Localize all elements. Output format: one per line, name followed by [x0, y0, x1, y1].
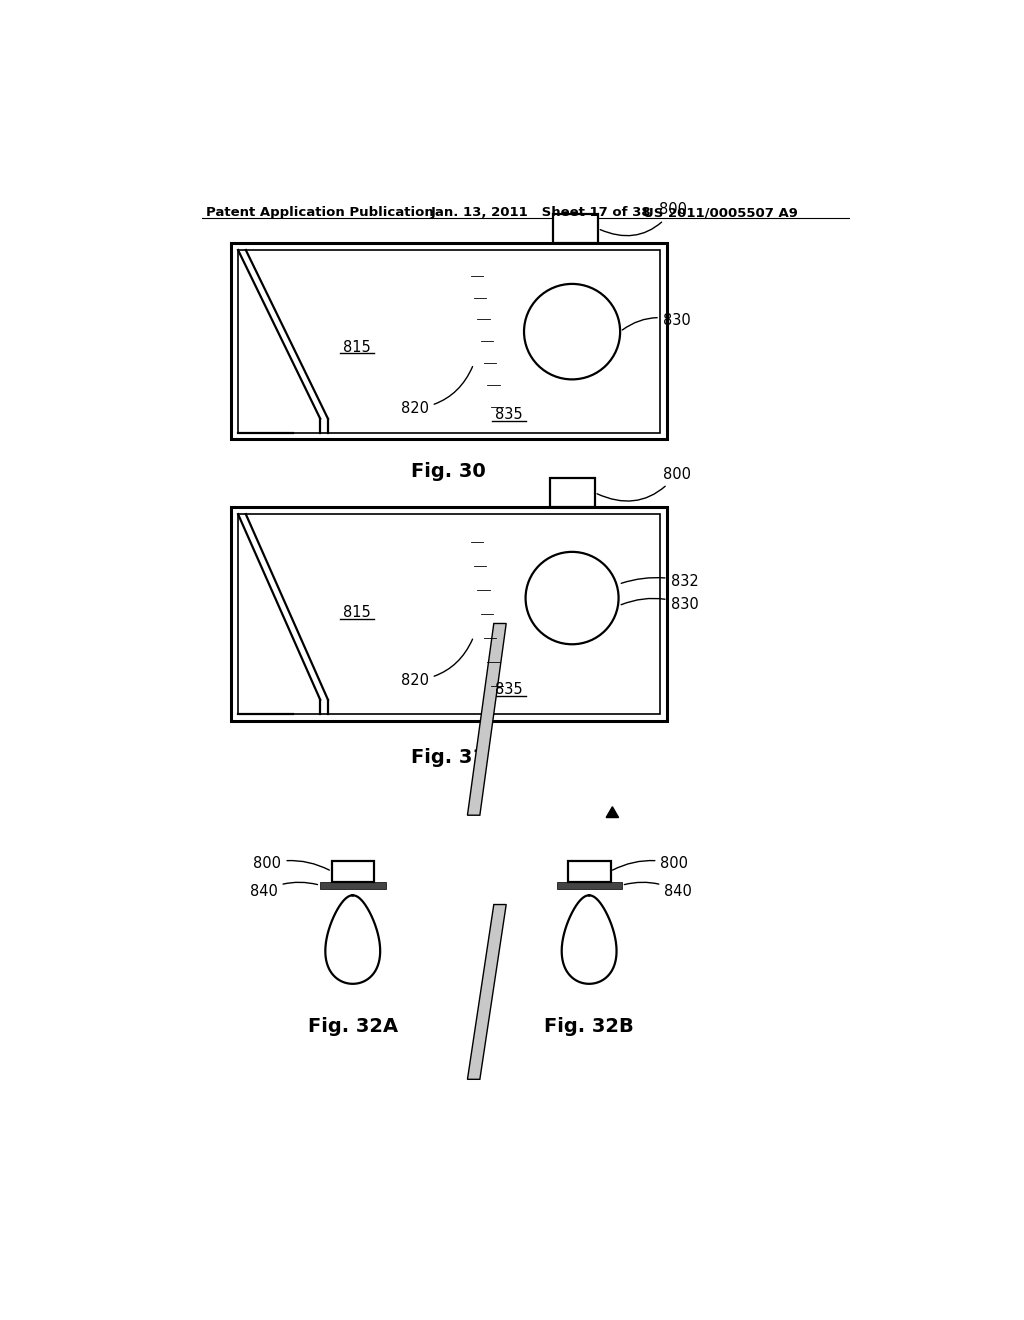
Circle shape — [525, 552, 618, 644]
Text: 800: 800 — [612, 857, 688, 871]
Polygon shape — [467, 623, 506, 816]
Bar — [568, 861, 611, 882]
Bar — [238, 515, 659, 714]
Bar — [550, 478, 595, 507]
Text: 815: 815 — [343, 605, 371, 620]
Polygon shape — [606, 807, 618, 817]
Text: 835: 835 — [496, 408, 523, 422]
Text: 840: 840 — [250, 882, 317, 899]
Text: 815: 815 — [343, 339, 371, 355]
Bar — [321, 882, 386, 890]
Bar — [231, 507, 667, 721]
Text: Fig. 31: Fig. 31 — [412, 748, 486, 767]
Circle shape — [524, 284, 621, 379]
Text: Fig. 32A: Fig. 32A — [307, 1016, 397, 1036]
Text: 820: 820 — [400, 639, 472, 688]
Bar — [231, 243, 667, 440]
Text: Patent Application Publication: Patent Application Publication — [206, 206, 433, 219]
Text: Fig. 30: Fig. 30 — [412, 462, 486, 482]
Bar — [553, 214, 598, 243]
Text: 800: 800 — [254, 857, 330, 871]
Text: 830: 830 — [623, 313, 690, 330]
Text: 835: 835 — [496, 682, 523, 697]
Text: US 2011/0005507 A9: US 2011/0005507 A9 — [643, 206, 799, 219]
Text: Jan. 13, 2011   Sheet 17 of 38: Jan. 13, 2011 Sheet 17 of 38 — [430, 206, 651, 219]
Text: 800: 800 — [600, 202, 687, 236]
Polygon shape — [467, 904, 506, 1080]
Bar — [332, 861, 375, 882]
Text: 830: 830 — [622, 597, 698, 611]
Text: 800: 800 — [597, 466, 691, 502]
Bar — [238, 249, 659, 433]
Text: 840: 840 — [625, 882, 692, 899]
Text: Fig. 32B: Fig. 32B — [544, 1016, 634, 1036]
Text: 832: 832 — [622, 574, 698, 589]
Text: 820: 820 — [400, 367, 473, 416]
Bar — [557, 882, 623, 890]
